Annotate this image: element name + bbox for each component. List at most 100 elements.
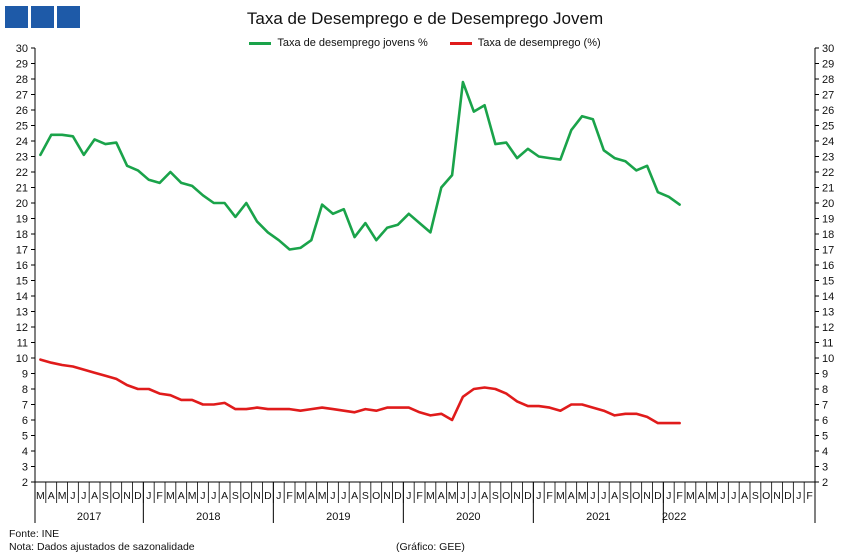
y-tick-label-right: 30 <box>822 43 834 55</box>
x-tick-label: J <box>720 490 725 502</box>
x-tick-label: N <box>253 490 261 502</box>
x-tick-label: J <box>70 490 75 502</box>
x-tick-label: M <box>318 490 327 502</box>
y-tick-label-left: 3 <box>22 462 28 474</box>
x-tick-label: J <box>601 490 606 502</box>
y-tick-label-left: 8 <box>22 384 28 396</box>
chart-title: Taxa de Desemprego e de Desemprego Jovem <box>246 9 604 28</box>
x-tick-label: M <box>448 490 457 502</box>
y-tick-label-right: 24 <box>822 136 834 148</box>
x-tick-label: J <box>341 490 346 502</box>
y-tick-label-left: 7 <box>22 400 28 412</box>
y-tick-label-right: 27 <box>822 90 834 102</box>
x-tick-label: O <box>372 490 380 502</box>
x-tick-label: F <box>416 490 422 502</box>
x-tick-label: N <box>773 490 781 502</box>
logo-square-1 <box>5 6 28 28</box>
x-tick-label: A <box>438 490 445 502</box>
y-tick-label-right: 11 <box>822 338 833 350</box>
y-tick-label-left: 26 <box>16 105 28 117</box>
x-tick-label: M <box>166 490 175 502</box>
y-tick-label-right: 7 <box>822 400 828 412</box>
x-tick-label: A <box>91 490 98 502</box>
legend-label-youth: Taxa de desemprego jovens % <box>277 37 428 49</box>
x-tick-label: D <box>264 490 272 502</box>
y-tick-label-right: 22 <box>822 167 834 179</box>
y-tick-label-right: 16 <box>822 260 834 272</box>
y-tick-label-left: 29 <box>16 59 28 71</box>
x-tick-label: N <box>383 490 391 502</box>
x-tick-label: J <box>146 490 151 502</box>
x-tick-label: J <box>590 490 595 502</box>
year-label: 2018 <box>196 511 220 523</box>
note-text: Nota: Dados ajustados de sazonalidade <box>9 541 195 553</box>
legend-item-youth: Taxa de desemprego jovens % <box>249 37 428 49</box>
y-tick-label-right: 19 <box>822 214 834 226</box>
x-tick-label: D <box>394 490 402 502</box>
legend-item-total: Taxa de desemprego (%) <box>449 37 601 49</box>
x-tick-label: S <box>362 490 369 502</box>
x-tick-label: A <box>481 490 488 502</box>
series-line-youth-unemployment <box>39 80 681 251</box>
y-tick-label-right: 28 <box>822 74 834 86</box>
x-tick-label: F <box>676 490 682 502</box>
x-tick-label: A <box>178 490 185 502</box>
x-tick-label: D <box>784 490 792 502</box>
x-tick-label: A <box>221 490 228 502</box>
x-tick-label: S <box>622 490 629 502</box>
y-tick-label-left: 18 <box>16 229 28 241</box>
x-tick-label: A <box>48 490 55 502</box>
y-tick-label-left: 6 <box>22 415 28 427</box>
logo-square-3 <box>57 6 80 28</box>
y-tick-label-left: 9 <box>22 369 28 381</box>
x-tick-label: N <box>513 490 521 502</box>
y-tick-label-right: 26 <box>822 105 834 117</box>
y-tick-label-right: 25 <box>822 121 834 133</box>
x-tick-label: J <box>796 490 801 502</box>
y-tick-label-right: 2 <box>822 477 828 489</box>
y-tick-label-right: 18 <box>822 229 834 241</box>
y-tick-label-left: 12 <box>16 322 28 334</box>
chart-legend: Taxa de desemprego jovens % Taxa de dese… <box>0 37 850 49</box>
y-tick-label-right: 15 <box>822 276 834 288</box>
x-tick-label: M <box>686 490 695 502</box>
legend-swatch-total <box>449 41 472 45</box>
x-tick-label: F <box>156 490 162 502</box>
x-tick-label: J <box>200 490 205 502</box>
y-tick-label-left: 17 <box>16 245 28 257</box>
y-tick-label-right: 12 <box>822 322 834 334</box>
y-tick-label-left: 23 <box>16 152 28 164</box>
source-text: Fonte: INE <box>9 528 60 540</box>
y-tick-label-right: 13 <box>822 307 834 319</box>
y-tick-label-right: 21 <box>822 183 834 195</box>
y-tick-label-left: 5 <box>22 431 28 443</box>
x-tick-label: A <box>741 490 748 502</box>
y-tick-label-left: 10 <box>16 353 28 365</box>
x-tick-label: A <box>308 490 315 502</box>
y-tick-label-left: 25 <box>16 121 28 133</box>
y-tick-label-right: 10 <box>822 353 834 365</box>
x-tick-label: O <box>762 490 770 502</box>
x-tick-label: J <box>536 490 541 502</box>
x-tick-label: N <box>643 490 651 502</box>
x-tick-label: J <box>460 490 465 502</box>
x-tick-label: J <box>330 490 335 502</box>
y-tick-label-left: 19 <box>16 214 28 226</box>
x-tick-label: O <box>242 490 250 502</box>
y-tick-label-right: 9 <box>822 369 828 381</box>
x-tick-label: O <box>112 490 120 502</box>
logo-square-2 <box>31 6 54 28</box>
x-tick-label: F <box>286 490 292 502</box>
x-tick-label: D <box>654 490 662 502</box>
y-tick-label-left: 16 <box>16 260 28 272</box>
y-tick-label-left: 27 <box>16 90 28 102</box>
three-blue-squares-logo <box>5 6 80 28</box>
y-tick-label-right: 6 <box>822 415 828 427</box>
x-tick-label: J <box>666 490 671 502</box>
x-tick-label: F <box>546 490 552 502</box>
y-tick-label-left: 28 <box>16 74 28 86</box>
y-tick-label-right: 3 <box>822 462 828 474</box>
y-tick-label-right: 5 <box>822 431 828 443</box>
x-tick-label: M <box>36 490 45 502</box>
x-tick-label: S <box>232 490 239 502</box>
